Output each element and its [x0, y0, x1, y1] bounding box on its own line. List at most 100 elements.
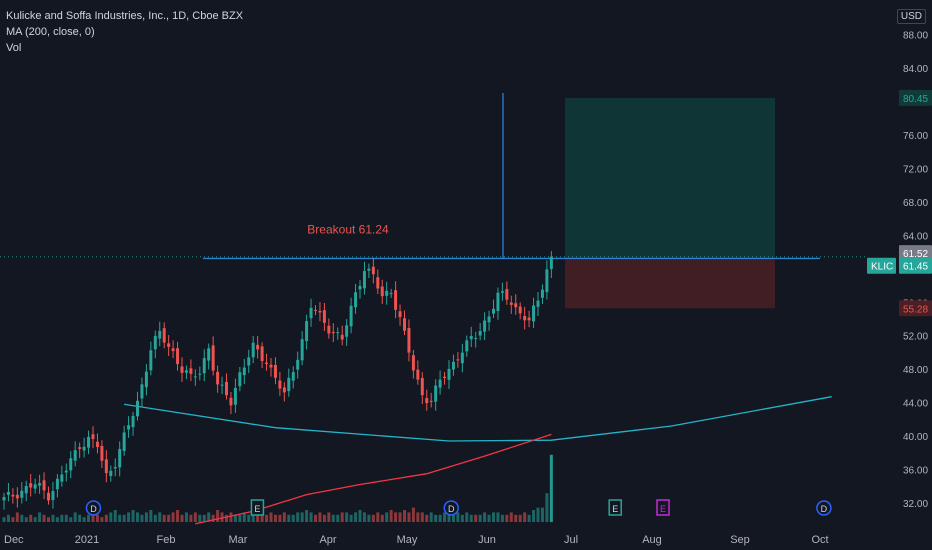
volume-bar — [122, 514, 126, 522]
volume-bar — [269, 512, 273, 522]
candle — [122, 432, 126, 451]
volume-bar — [136, 512, 139, 522]
volume-bar — [282, 512, 286, 522]
volume-bar — [545, 493, 549, 522]
volume-bar — [144, 512, 148, 522]
marker-letter: D — [90, 504, 97, 514]
volume-bar — [536, 507, 540, 522]
volume-bar — [158, 512, 162, 522]
candle — [389, 293, 393, 295]
y-tick-label: 52.00 — [903, 332, 928, 343]
volume-bar — [518, 514, 522, 522]
volume-bar — [527, 514, 531, 522]
volume-bar — [296, 512, 300, 522]
symbol-line[interactable]: Kulicke and Soffa Industries, Inc., 1D, … — [6, 10, 244, 22]
volume-bar — [180, 514, 184, 522]
volume-bar — [11, 517, 15, 522]
candle — [225, 381, 228, 396]
candle — [425, 398, 429, 404]
candle — [273, 364, 277, 378]
volume-bar — [429, 512, 433, 522]
volume-bar — [189, 514, 193, 522]
chart-legend: Kulicke and Soffa Industries, Inc., 1D, … — [6, 8, 243, 56]
volume-bar — [318, 512, 322, 522]
volume-bar — [309, 512, 313, 522]
candle — [540, 289, 544, 298]
candle — [87, 436, 91, 448]
volume-bar — [451, 514, 455, 522]
y-tick-label: 48.00 — [903, 365, 928, 376]
volume-bar — [140, 514, 144, 522]
candle — [82, 446, 86, 451]
volume-bar — [287, 514, 291, 522]
volume-bar — [456, 512, 460, 522]
volume-bar — [233, 514, 237, 522]
candle — [318, 310, 322, 313]
volume-bar — [407, 512, 411, 522]
candle — [456, 359, 460, 361]
candle — [11, 494, 15, 497]
volume-bar — [416, 512, 420, 522]
volume-bar — [514, 514, 518, 522]
volume-bar — [216, 510, 220, 522]
volume-bar — [251, 512, 255, 522]
volume-bar — [60, 514, 64, 522]
y-tick-label: 76.00 — [903, 131, 928, 142]
candle — [256, 344, 260, 350]
badge-box — [899, 300, 932, 317]
volume-bar — [483, 512, 487, 522]
volume-bar — [87, 514, 91, 522]
volume-bar — [380, 514, 384, 522]
ticker-box — [867, 257, 896, 274]
volume-indicator-line[interactable]: Vol — [6, 42, 22, 54]
candle — [523, 315, 527, 321]
candle — [247, 357, 251, 366]
candle — [447, 368, 451, 380]
target-zone — [565, 97, 775, 257]
candle — [198, 373, 202, 375]
ma-indicator-line[interactable]: MA (200, close, 0) — [6, 26, 95, 38]
y-tick-label: 32.00 — [903, 499, 928, 510]
price-badge-target: 80.45 — [899, 89, 932, 106]
volume-bar — [247, 514, 251, 522]
candle — [118, 449, 122, 468]
y-tick-label: 44.00 — [903, 399, 928, 410]
volume-bar — [127, 512, 131, 522]
volume-bar — [411, 507, 415, 522]
volume-bar — [278, 514, 282, 522]
volume-bar — [500, 514, 504, 522]
currency-button[interactable]: USD — [896, 9, 926, 24]
volume-bar — [15, 512, 19, 522]
volume-bar — [153, 514, 157, 522]
volume-bar — [229, 512, 233, 522]
candle — [354, 292, 358, 308]
candle — [434, 385, 438, 402]
volume-bar — [184, 512, 188, 522]
x-tick-label: Apr — [319, 534, 336, 546]
candle — [411, 355, 415, 371]
volume-bar — [460, 514, 464, 522]
candle — [193, 376, 197, 378]
candle — [505, 289, 509, 300]
dividend-marker-d: D — [816, 500, 832, 516]
x-tick-label: Oct — [811, 534, 828, 546]
dividend-icon — [443, 500, 459, 516]
candle — [131, 415, 135, 428]
volume-bar — [29, 514, 33, 522]
candle — [220, 384, 224, 386]
badge-box — [899, 89, 932, 106]
earnings-marker-e: E — [656, 499, 670, 516]
x-tick-label: Dec — [4, 534, 24, 546]
candle — [340, 334, 344, 340]
volume-bar — [100, 517, 104, 522]
volume-bar — [523, 512, 527, 522]
marker-letter: E — [254, 504, 260, 514]
candle — [33, 484, 37, 489]
volume-bar — [2, 517, 6, 522]
candle — [549, 256, 553, 269]
volume-bar — [492, 512, 495, 522]
breakout-annotation: Breakout 61.24 — [307, 222, 389, 236]
candle — [47, 492, 50, 501]
volume-bar — [73, 512, 77, 522]
